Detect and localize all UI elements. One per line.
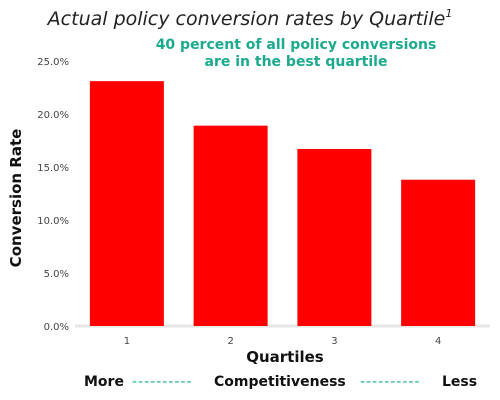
chart-title: Actual policy conversion rates by Quarti… [0,7,500,30]
y-tick-label: 20.0% [37,110,69,121]
y-tick-label: 5.0% [44,269,69,280]
footer-more-label: More [84,374,124,390]
bar [401,179,476,326]
bar [89,81,164,326]
subtitle-line-2: are in the best quartile [204,54,388,70]
chart-title-text: Actual policy conversion rates by Quarti… [47,8,446,30]
title-footnote: 1 [445,7,453,20]
y-tick-label: 15.0% [37,163,69,174]
y-axis-label: Conversion Rate [7,129,25,268]
x-axis-ticks: 1 2 3 4 [124,336,442,347]
x-tick-label: 1 [124,336,130,347]
y-tick-label: 0.0% [44,322,69,333]
y-axis-ticks: 0.0% 5.0% 10.0% 15.0% 20.0% 25.0% [37,57,69,333]
x-tick-label: 3 [331,336,337,347]
footer-dashes-left: ---------- [132,374,193,390]
subtitle-line-1: 40 percent of all policy conversions [155,37,437,53]
footer-competitiveness-label: Competitiveness [214,374,346,390]
footer-less-label: Less [442,374,478,390]
y-tick-label: 10.0% [37,216,69,227]
y-tick-label: 25.0% [37,57,69,68]
x-axis-label: Quartiles [246,348,324,366]
x-tick-label: 2 [227,336,233,347]
bar [193,125,268,326]
bars [89,81,476,326]
chart-subtitle: 40 percent of all policy conversions are… [126,37,466,71]
bar [297,148,372,326]
x-tick-label: 4 [435,336,441,347]
footer-dashes-right: ---------- [360,374,421,390]
